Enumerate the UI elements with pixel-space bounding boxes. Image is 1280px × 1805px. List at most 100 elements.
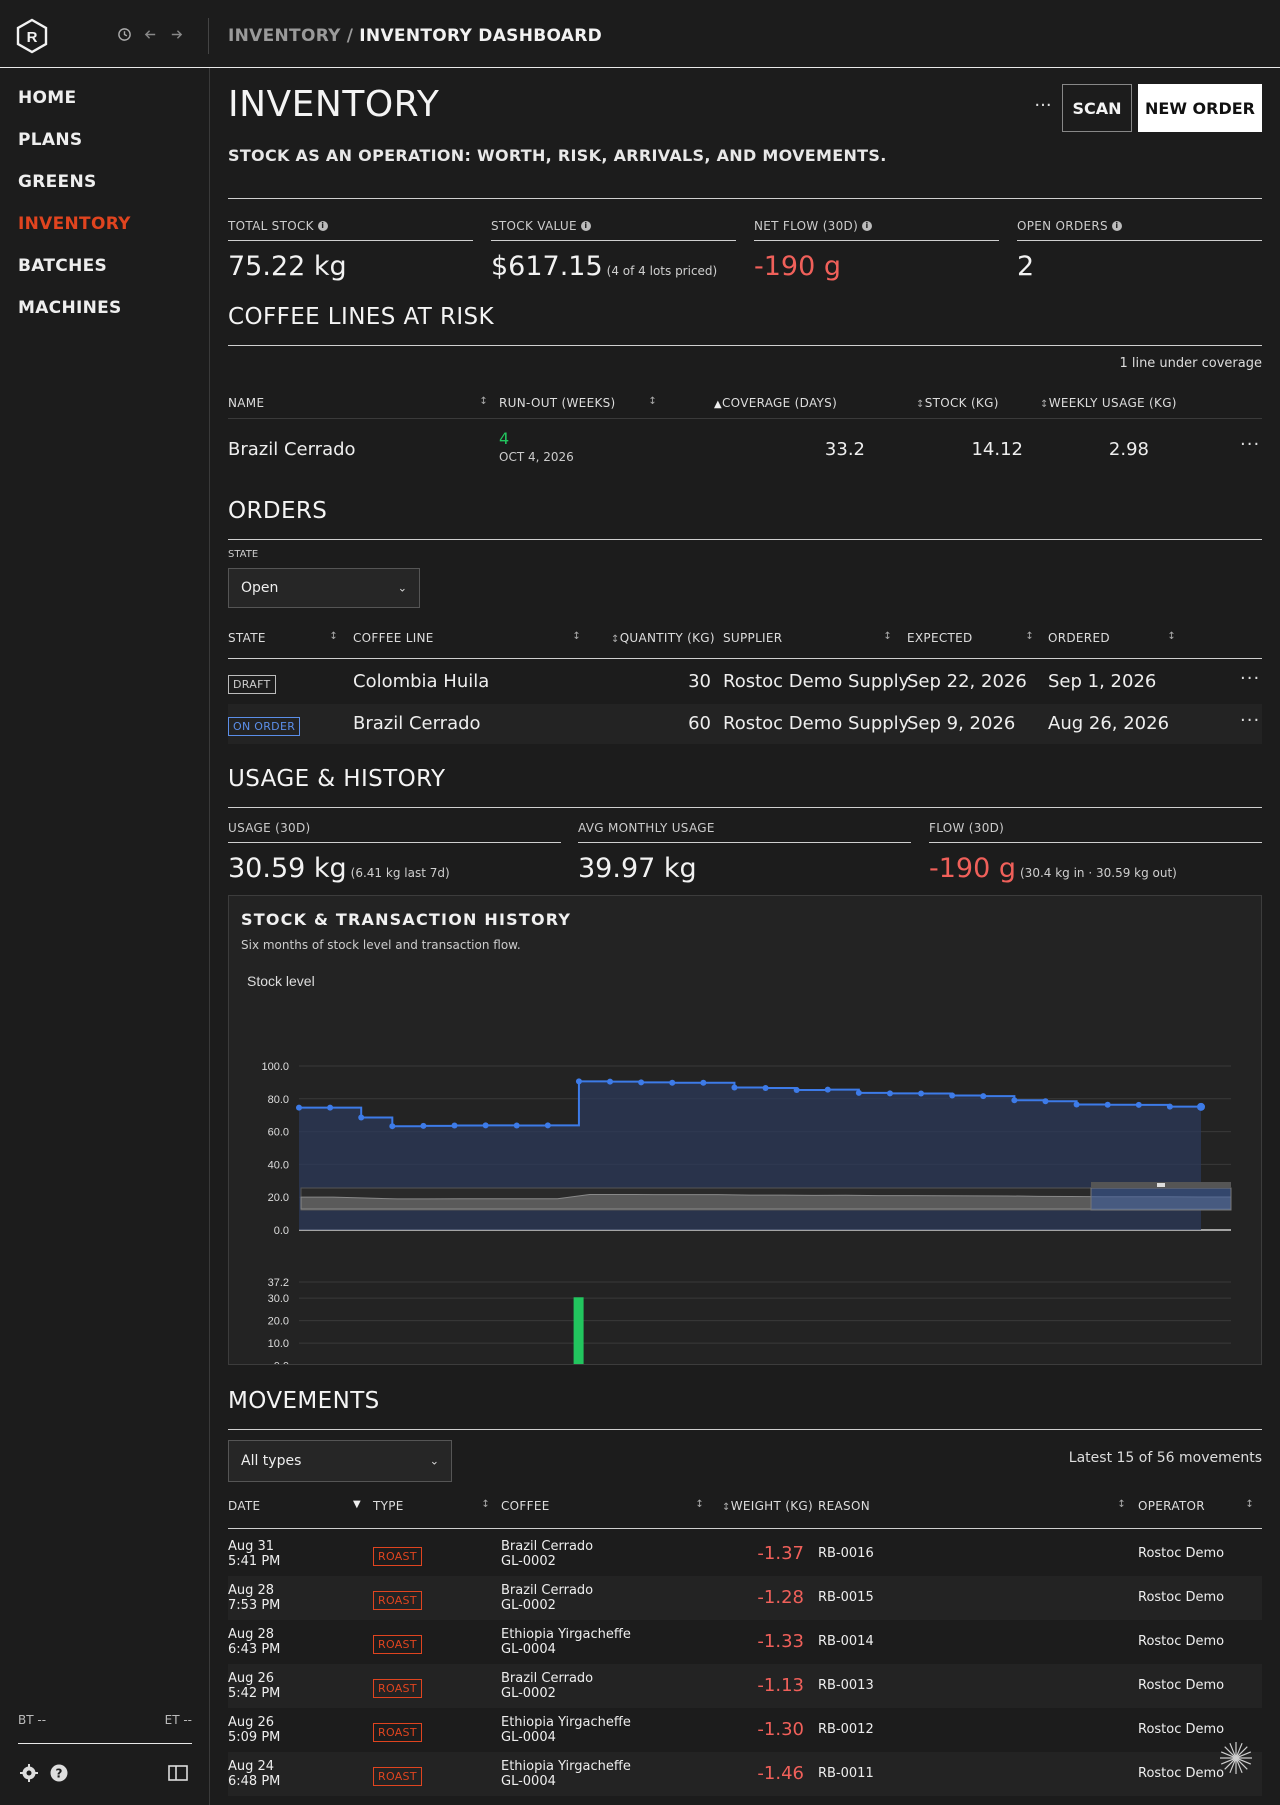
range-navigator[interactable] (300, 1182, 1232, 1211)
sidebar-item-machines[interactable]: MACHINES (18, 298, 122, 318)
movement-reason[interactable]: RB-0016 (818, 1546, 874, 1561)
sort-icon[interactable]: ↕ (883, 631, 892, 642)
table-row[interactable]: Aug 26 5:09 PM ROAST Ethiopia Yirgacheffe… (228, 1708, 1262, 1752)
sort-icon[interactable]: ↕ (611, 634, 620, 645)
movement-coffee: Ethiopia Yirgacheffe (501, 1759, 631, 1774)
y-tick-label: 40.0 (268, 1159, 289, 1171)
table-row[interactable]: Aug 24 6:48 PM ROAST Ethiopia Yirgacheffe… (228, 1752, 1262, 1796)
col-header-type[interactable]: TYPE ↕ (373, 1499, 490, 1513)
stock-point (793, 1086, 800, 1093)
history-chart-panel: STOCK & TRANSACTION HISTORY Six months o… (228, 895, 1262, 1365)
col-header-weekly-usage[interactable]: ↕WEEKLY USAGE (KG) (1040, 396, 1177, 410)
col-header-expected[interactable]: EXPECTED ↕ (907, 631, 1034, 645)
info-icon[interactable]: i (862, 221, 873, 231)
table-row[interactable]: Aug 28 6:43 PM ROAST Ethiopia Yirgacheffe… (228, 1620, 1262, 1664)
back-arrow-icon[interactable] (142, 26, 158, 42)
sort-icon[interactable]: ↕ (479, 396, 488, 407)
sort-icon[interactable]: ↕ (1040, 399, 1049, 410)
stock-point (886, 1090, 893, 1097)
kpi-label: AVG MONTHLY USAGE (578, 821, 715, 835)
navigator-selection (1090, 1187, 1232, 1211)
movement-reason[interactable]: RB-0012 (818, 1722, 874, 1737)
col-header-state[interactable]: STATE ↕ (228, 631, 338, 645)
stock-point (700, 1079, 707, 1086)
table-row[interactable]: ON ORDER Brazil Cerrado 60 Rostoc Demo S… (228, 704, 1262, 744)
col-header-date[interactable]: DATE ▼ (228, 1499, 361, 1513)
col-header-reason[interactable]: REASON ↕ (818, 1499, 1126, 1513)
sort-asc-icon[interactable]: ▲ (714, 399, 722, 410)
sidebar-item-home[interactable]: HOME (18, 88, 77, 108)
movement-reason[interactable]: RB-0014 (818, 1634, 874, 1649)
sort-desc-icon[interactable]: ▼ (353, 1499, 361, 1510)
history-chart[interactable]: Stock level 100.0 80.0 60.0 40.0 20.0 0.0 37.… (229, 896, 1261, 1364)
sort-icon[interactable]: ↕ (695, 1499, 704, 1510)
movement-type-badge: ROAST (373, 1679, 422, 1698)
stock-point (1197, 1102, 1205, 1111)
sort-icon[interactable]: ↕ (722, 1502, 731, 1513)
col-header-ordered[interactable]: ORDERED ↕ (1048, 631, 1176, 645)
row-actions-button[interactable]: ··· (1240, 710, 1261, 731)
movement-reason[interactable]: RB-0013 (818, 1678, 874, 1693)
help-icon[interactable]: ? (50, 1764, 68, 1782)
table-row[interactable]: Aug 26 5:42 PM ROAST Brazil Cerrado GL-000… (228, 1664, 1262, 1708)
breadcrumb-parent[interactable]: INVENTORY (228, 26, 341, 46)
movement-weight: -1.13 (757, 1675, 804, 1696)
app-logo[interactable]: R (16, 18, 48, 54)
movement-time: 7:53 PM (228, 1598, 281, 1613)
sort-icon[interactable]: ↕ (1025, 631, 1034, 642)
col-header-stock[interactable]: ↕STOCK (KG) (916, 396, 999, 410)
sort-icon[interactable]: ↕ (1117, 1499, 1126, 1510)
col-header-weight[interactable]: ↕WEIGHT (KG) (722, 1499, 813, 1513)
stock-point (607, 1078, 614, 1085)
sidebar-item-batches[interactable]: BATCHES (18, 256, 108, 276)
history-icon[interactable] (116, 26, 132, 42)
more-actions-button[interactable]: ··· (1034, 95, 1052, 116)
table-row[interactable]: Brazil Cerrado 4 OCT 4, 2026 33.2 14.12 … (228, 424, 1262, 476)
sidebar-toggle-icon[interactable] (168, 1764, 188, 1782)
table-row[interactable]: DRAFT Colombia Huila 30 Rostoc Demo Supp… (228, 662, 1262, 702)
movement-type-badge: ROAST (373, 1635, 422, 1654)
new-order-button[interactable]: NEW ORDER (1138, 84, 1262, 132)
info-icon[interactable]: i (1111, 221, 1122, 231)
scan-button[interactable]: SCAN (1062, 84, 1132, 132)
row-actions-button[interactable]: ··· (1240, 434, 1261, 455)
sort-icon[interactable]: ↕ (481, 1499, 490, 1510)
movement-type-select[interactable]: All types ⌄ (228, 1440, 452, 1482)
col-header-operator[interactable]: OPERATOR ↕ (1138, 1499, 1254, 1513)
movement-lot: GL-0002 (501, 1598, 556, 1613)
kpi-flow-30d: FLOW (30D) -190 g (30.4 kg in · 30.59 kg … (929, 820, 1262, 884)
col-header-name[interactable]: NAME ↕ (228, 396, 488, 410)
movement-reason[interactable]: RB-0015 (818, 1590, 874, 1605)
sort-icon[interactable]: ↕ (572, 631, 581, 642)
info-icon[interactable]: i (580, 221, 591, 231)
sort-icon[interactable]: ↕ (916, 399, 925, 410)
kpi-label: FLOW (30D) (929, 821, 1005, 835)
col-header-supplier[interactable]: SUPPLIER ↕ (723, 631, 892, 645)
row-actions-button[interactable]: ··· (1240, 668, 1261, 689)
col-header-coverage[interactable]: ▲COVERAGE (DAYS) (714, 396, 837, 410)
col-header-runout[interactable]: RUN-OUT (WEEKS) ↕ (499, 396, 657, 410)
col-header-quantity[interactable]: ↕QUANTITY (KG) (611, 631, 715, 645)
kpi-value: 2 (1017, 251, 1035, 282)
col-header-coffee[interactable]: COFFEE ↕ (501, 1499, 704, 1513)
sidebar-item-inventory[interactable]: INVENTORY (18, 214, 131, 234)
sort-icon[interactable]: ↕ (1167, 631, 1176, 642)
sidebar-item-greens[interactable]: GREENS (18, 172, 97, 192)
sparkle-icon[interactable] (1218, 1740, 1254, 1776)
movement-reason[interactable]: RB-0011 (818, 1766, 874, 1781)
sort-icon[interactable]: ↕ (1245, 1499, 1254, 1510)
table-row[interactable]: Aug 31 5:41 PM ROAST Brazil Cerrado GL-000… (228, 1532, 1262, 1576)
status-badge: DRAFT (228, 675, 276, 694)
stock-point (824, 1086, 831, 1093)
sort-icon[interactable]: ↕ (648, 396, 657, 407)
forward-arrow-icon[interactable] (168, 26, 184, 42)
state-filter-select[interactable]: Open ⌄ (228, 568, 420, 608)
sidebar-item-plans[interactable]: PLANS (18, 130, 83, 150)
gear-icon[interactable] (20, 1764, 38, 1782)
info-icon[interactable]: i (317, 221, 328, 231)
stock-point (327, 1104, 334, 1111)
col-header-label: STOCK (KG) (924, 396, 999, 410)
table-row[interactable]: Aug 28 7:53 PM ROAST Brazil Cerrado GL-000… (228, 1576, 1262, 1620)
sort-icon[interactable]: ↕ (329, 631, 338, 642)
col-header-coffee-line[interactable]: COFFEE LINE ↕ (353, 631, 581, 645)
